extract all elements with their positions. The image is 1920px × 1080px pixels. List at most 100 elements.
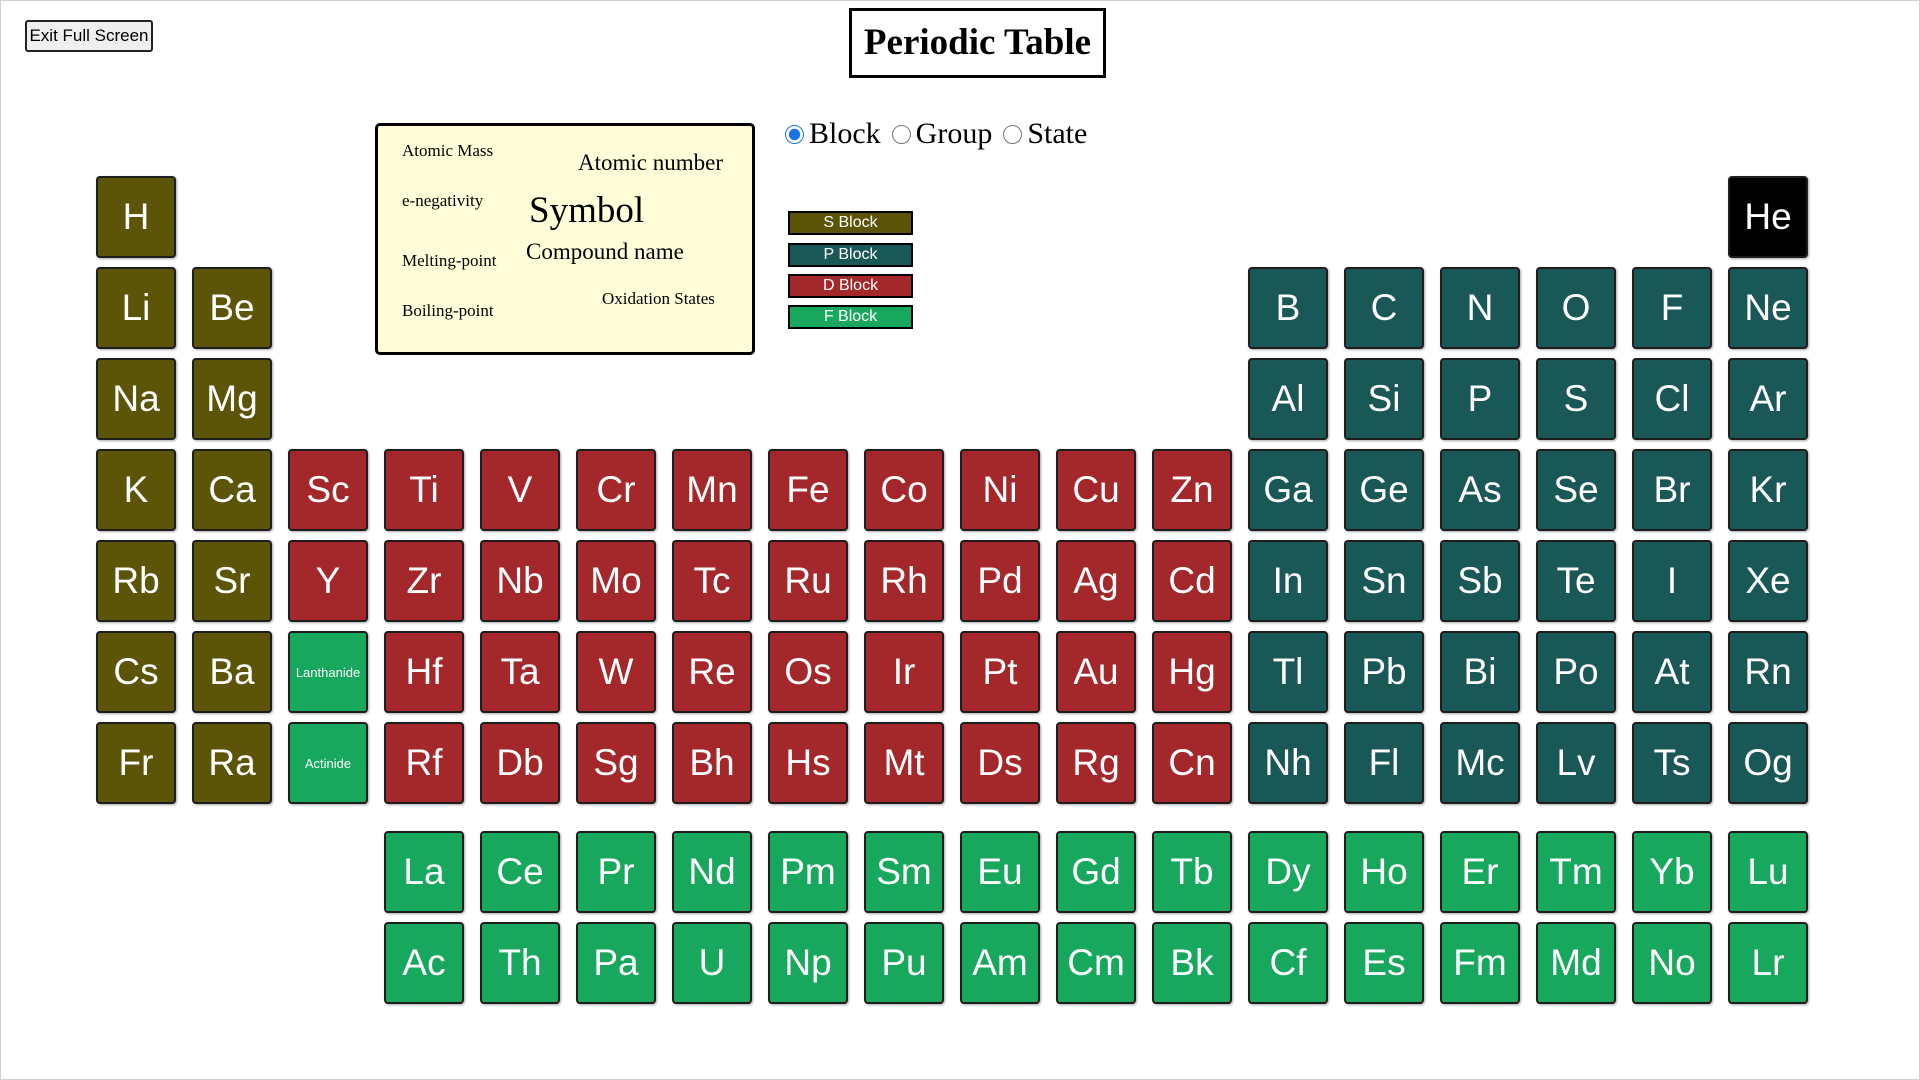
element-tile-la[interactable]: La xyxy=(384,831,464,913)
element-tile-as[interactable]: As xyxy=(1440,449,1520,531)
element-tile-rb[interactable]: Rb xyxy=(96,540,176,622)
element-tile-pr[interactable]: Pr xyxy=(576,831,656,913)
element-tile-hg[interactable]: Hg xyxy=(1152,631,1232,713)
element-tile-cf[interactable]: Cf xyxy=(1248,922,1328,1004)
element-tile-lanthanide[interactable]: Lanthanide xyxy=(288,631,368,713)
element-tile-h[interactable]: H xyxy=(96,176,176,258)
element-tile-lv[interactable]: Lv xyxy=(1536,722,1616,804)
element-tile-rf[interactable]: Rf xyxy=(384,722,464,804)
element-tile-am[interactable]: Am xyxy=(960,922,1040,1004)
element-tile-be[interactable]: Be xyxy=(192,267,272,349)
element-tile-se[interactable]: Se xyxy=(1536,449,1616,531)
element-tile-o[interactable]: O xyxy=(1536,267,1616,349)
element-tile-in[interactable]: In xyxy=(1248,540,1328,622)
exit-full-screen-button[interactable]: Exit Full Screen xyxy=(25,20,153,52)
element-tile-te[interactable]: Te xyxy=(1536,540,1616,622)
element-tile-ta[interactable]: Ta xyxy=(480,631,560,713)
element-tile-li[interactable]: Li xyxy=(96,267,176,349)
element-tile-ir[interactable]: Ir xyxy=(864,631,944,713)
element-tile-og[interactable]: Og xyxy=(1728,722,1808,804)
element-tile-pu[interactable]: Pu xyxy=(864,922,944,1004)
element-tile-pt[interactable]: Pt xyxy=(960,631,1040,713)
element-tile-kr[interactable]: Kr xyxy=(1728,449,1808,531)
view-mode-state-radio[interactable] xyxy=(1003,124,1023,144)
element-tile-hf[interactable]: Hf xyxy=(384,631,464,713)
element-tile-sr[interactable]: Sr xyxy=(192,540,272,622)
element-tile-db[interactable]: Db xyxy=(480,722,560,804)
element-tile-ac[interactable]: Ac xyxy=(384,922,464,1004)
element-tile-nb[interactable]: Nb xyxy=(480,540,560,622)
element-tile-cs[interactable]: Cs xyxy=(96,631,176,713)
element-tile-br[interactable]: Br xyxy=(1632,449,1712,531)
element-tile-nh[interactable]: Nh xyxy=(1248,722,1328,804)
view-mode-state-option[interactable]: State xyxy=(1001,117,1087,151)
element-tile-pa[interactable]: Pa xyxy=(576,922,656,1004)
element-tile-pb[interactable]: Pb xyxy=(1344,631,1424,713)
element-tile-ge[interactable]: Ge xyxy=(1344,449,1424,531)
element-tile-tm[interactable]: Tm xyxy=(1536,831,1616,913)
element-tile-md[interactable]: Md xyxy=(1536,922,1616,1004)
element-tile-actinide[interactable]: Actinide xyxy=(288,722,368,804)
element-tile-ni[interactable]: Ni xyxy=(960,449,1040,531)
element-tile-mc[interactable]: Mc xyxy=(1440,722,1520,804)
element-tile-co[interactable]: Co xyxy=(864,449,944,531)
element-tile-mo[interactable]: Mo xyxy=(576,540,656,622)
element-tile-bh[interactable]: Bh xyxy=(672,722,752,804)
element-tile-sm[interactable]: Sm xyxy=(864,831,944,913)
element-tile-rh[interactable]: Rh xyxy=(864,540,944,622)
element-tile-os[interactable]: Os xyxy=(768,631,848,713)
element-tile-yb[interactable]: Yb xyxy=(1632,831,1712,913)
view-mode-block-radio[interactable] xyxy=(785,124,804,144)
element-tile-tl[interactable]: Tl xyxy=(1248,631,1328,713)
element-tile-zr[interactable]: Zr xyxy=(384,540,464,622)
element-tile-mt[interactable]: Mt xyxy=(864,722,944,804)
element-tile-cn[interactable]: Cn xyxy=(1152,722,1232,804)
element-tile-sb[interactable]: Sb xyxy=(1440,540,1520,622)
element-tile-po[interactable]: Po xyxy=(1536,631,1616,713)
element-tile-hs[interactable]: Hs xyxy=(768,722,848,804)
element-tile-cl[interactable]: Cl xyxy=(1632,358,1712,440)
element-tile-ti[interactable]: Ti xyxy=(384,449,464,531)
element-tile-th[interactable]: Th xyxy=(480,922,560,1004)
element-tile-bi[interactable]: Bi xyxy=(1440,631,1520,713)
element-tile-f[interactable]: F xyxy=(1632,267,1712,349)
element-tile-ca[interactable]: Ca xyxy=(192,449,272,531)
element-tile-w[interactable]: W xyxy=(576,631,656,713)
element-tile-nd[interactable]: Nd xyxy=(672,831,752,913)
element-tile-y[interactable]: Y xyxy=(288,540,368,622)
element-tile-n[interactable]: N xyxy=(1440,267,1520,349)
element-tile-cu[interactable]: Cu xyxy=(1056,449,1136,531)
element-tile-ds[interactable]: Ds xyxy=(960,722,1040,804)
element-tile-ts[interactable]: Ts xyxy=(1632,722,1712,804)
element-tile-fl[interactable]: Fl xyxy=(1344,722,1424,804)
element-tile-b[interactable]: B xyxy=(1248,267,1328,349)
element-tile-p[interactable]: P xyxy=(1440,358,1520,440)
element-tile-gd[interactable]: Gd xyxy=(1056,831,1136,913)
element-tile-pd[interactable]: Pd xyxy=(960,540,1040,622)
element-tile-si[interactable]: Si xyxy=(1344,358,1424,440)
element-tile-sg[interactable]: Sg xyxy=(576,722,656,804)
view-mode-group-option[interactable]: Group xyxy=(890,117,992,151)
element-tile-fr[interactable]: Fr xyxy=(96,722,176,804)
element-tile-bk[interactable]: Bk xyxy=(1152,922,1232,1004)
element-tile-al[interactable]: Al xyxy=(1248,358,1328,440)
element-tile-i[interactable]: I xyxy=(1632,540,1712,622)
element-tile-ne[interactable]: Ne xyxy=(1728,267,1808,349)
element-tile-no[interactable]: No xyxy=(1632,922,1712,1004)
element-tile-zn[interactable]: Zn xyxy=(1152,449,1232,531)
element-tile-at[interactable]: At xyxy=(1632,631,1712,713)
element-tile-mn[interactable]: Mn xyxy=(672,449,752,531)
element-tile-fe[interactable]: Fe xyxy=(768,449,848,531)
element-tile-lr[interactable]: Lr xyxy=(1728,922,1808,1004)
element-tile-np[interactable]: Np xyxy=(768,922,848,1004)
element-tile-ra[interactable]: Ra xyxy=(192,722,272,804)
element-tile-cd[interactable]: Cd xyxy=(1152,540,1232,622)
view-mode-group-radio[interactable] xyxy=(891,124,911,144)
element-tile-ba[interactable]: Ba xyxy=(192,631,272,713)
element-tile-v[interactable]: V xyxy=(480,449,560,531)
view-mode-block-option[interactable]: Block xyxy=(783,117,881,151)
element-tile-ag[interactable]: Ag xyxy=(1056,540,1136,622)
element-tile-ru[interactable]: Ru xyxy=(768,540,848,622)
element-tile-c[interactable]: C xyxy=(1344,267,1424,349)
element-tile-lu[interactable]: Lu xyxy=(1728,831,1808,913)
